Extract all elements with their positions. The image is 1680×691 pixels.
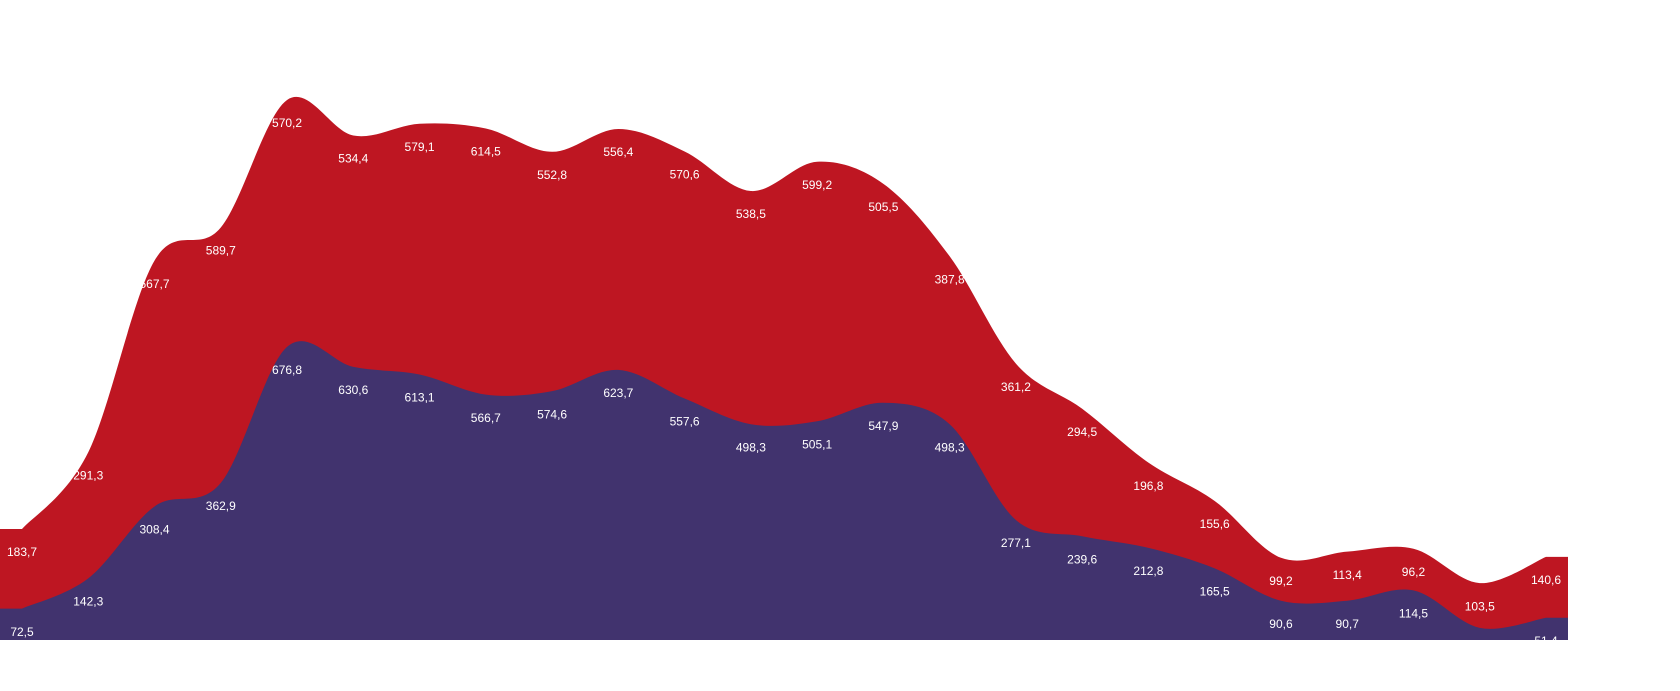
data-label: 574,6 <box>537 407 567 421</box>
data-label: 103,5 <box>1465 599 1495 613</box>
data-label: 183,7 <box>7 545 37 559</box>
data-label: 614,5 <box>471 145 501 159</box>
data-label: 294,5 <box>1067 425 1097 439</box>
data-label: 212,8 <box>1133 564 1163 578</box>
area <box>0 341 1568 640</box>
data-label: 613,1 <box>405 391 435 405</box>
data-label: 361,2 <box>1001 380 1031 394</box>
data-label: 387,8 <box>935 272 965 286</box>
data-label: 557,6 <box>670 415 700 429</box>
data-label: 277,1 <box>1001 536 1031 550</box>
data-label: 676,8 <box>272 363 302 377</box>
data-label: 534,4 <box>338 152 368 166</box>
data-label: 552,8 <box>537 168 567 182</box>
data-label: 570,2 <box>272 116 302 130</box>
data-label: 113,4 <box>1333 568 1362 582</box>
data-label: 567,7 <box>140 277 170 291</box>
data-label: 623,7 <box>603 386 633 400</box>
data-label: 579,1 <box>405 140 435 154</box>
data-label: 589,7 <box>206 244 236 258</box>
data-label: 362,9 <box>206 499 236 513</box>
data-label: 99,2 <box>1269 574 1293 588</box>
data-label: 570,6 <box>670 168 700 182</box>
data-label: 505,1 <box>802 437 832 451</box>
data-label: 90,6 <box>1269 617 1293 631</box>
data-label: 599,2 <box>802 178 832 192</box>
data-label: 538,5 <box>736 207 766 221</box>
data-label: 239,6 <box>1067 552 1097 566</box>
data-label: 51,4 <box>1534 634 1558 648</box>
data-label: 196,8 <box>1133 479 1163 493</box>
data-label: 498,3 <box>935 440 965 454</box>
data-label: 308,4 <box>140 523 170 537</box>
data-label: 114,5 <box>1399 607 1428 621</box>
data-label: 498,3 <box>736 440 766 454</box>
data-label: 27,9 <box>1468 644 1492 658</box>
data-label: 165,5 <box>1200 585 1230 599</box>
data-label: 630,6 <box>338 383 368 397</box>
data-label: 291,3 <box>73 468 103 482</box>
data-label: 556,4 <box>603 145 633 159</box>
data-label: 72,5 <box>10 625 34 639</box>
data-label: 96,2 <box>1402 565 1426 579</box>
data-label: 566,7 <box>471 411 501 425</box>
data-label: 140,6 <box>1531 573 1561 587</box>
data-label: 547,9 <box>868 419 898 433</box>
data-label: 505,5 <box>868 200 898 214</box>
data-label: 155,6 <box>1200 517 1230 531</box>
data-label: 142,3 <box>73 595 103 609</box>
data-label: 90,7 <box>1336 617 1360 631</box>
